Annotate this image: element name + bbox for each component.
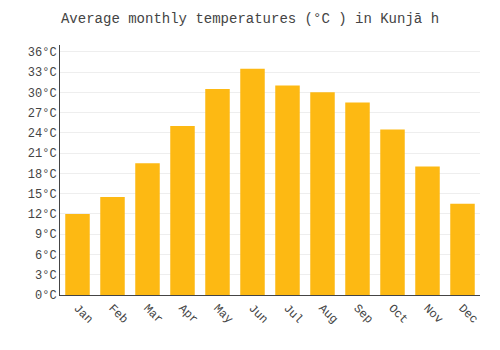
svg-text:Jul: Jul: [280, 302, 305, 327]
svg-text:33°C: 33°C: [28, 66, 57, 80]
svg-text:Dec: Dec: [455, 302, 480, 327]
svg-text:6°C: 6°C: [35, 249, 57, 263]
svg-text:Mar: Mar: [140, 302, 165, 327]
svg-text:Average monthly temperatures (: Average monthly temperatures (°C ) in Ku…: [61, 11, 439, 27]
svg-text:30°C: 30°C: [28, 87, 57, 101]
svg-text:Sep: Sep: [350, 302, 375, 327]
svg-text:18°C: 18°C: [28, 168, 57, 182]
svg-text:27°C: 27°C: [28, 107, 57, 121]
svg-text:21°C: 21°C: [28, 147, 57, 161]
svg-text:15°C: 15°C: [28, 188, 57, 202]
svg-text:3°C: 3°C: [35, 269, 57, 283]
svg-text:Jun: Jun: [245, 302, 270, 327]
svg-text:24°C: 24°C: [28, 127, 57, 141]
svg-text:Aug: Aug: [315, 302, 340, 327]
svg-text:Apr: Apr: [175, 302, 200, 327]
svg-text:0°C: 0°C: [35, 289, 57, 303]
svg-text:12°C: 12°C: [28, 208, 57, 222]
svg-text:Jan: Jan: [70, 302, 95, 327]
svg-text:9°C: 9°C: [35, 228, 57, 242]
svg-text:May: May: [210, 302, 235, 327]
svg-text:Nov: Nov: [420, 302, 445, 327]
svg-text:Oct: Oct: [385, 302, 410, 327]
svg-text:36°C: 36°C: [28, 46, 57, 60]
svg-text:Feb: Feb: [105, 302, 130, 327]
